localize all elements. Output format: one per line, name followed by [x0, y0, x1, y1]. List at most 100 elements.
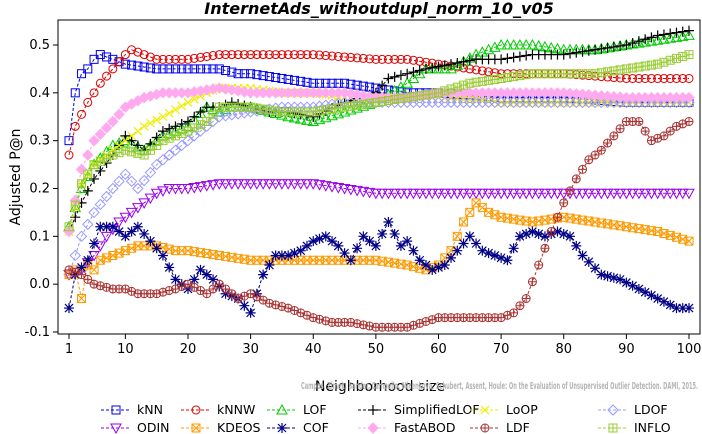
legend-label: INFLO — [634, 420, 671, 434]
point-simplifiedlof — [446, 59, 457, 70]
point-cof — [364, 236, 375, 247]
point-ldf — [603, 138, 613, 148]
legend-label: kNN — [137, 402, 163, 417]
point-cof — [327, 236, 338, 247]
point-knn — [120, 59, 130, 69]
point-odin — [251, 179, 263, 190]
series-line-ldf — [68, 121, 690, 328]
point-loop — [183, 97, 193, 107]
point-knnw — [164, 54, 174, 64]
legend-marker-knnw — [191, 405, 201, 415]
point-knnw — [621, 73, 631, 83]
series-odin — [63, 179, 695, 281]
point-knnw — [108, 64, 118, 74]
point-odin — [326, 182, 338, 193]
legend-marker-ldof — [607, 404, 619, 416]
point-ldof — [157, 154, 169, 166]
legend-item-cof: COF — [267, 420, 329, 434]
legend-marker-ldf — [480, 423, 490, 433]
point-cof — [558, 228, 569, 239]
point-fastabod — [82, 149, 94, 161]
point-knnw — [258, 50, 268, 60]
point-knnw — [302, 50, 312, 60]
point-odin — [144, 193, 157, 205]
point-knnw — [120, 50, 130, 60]
point-ldf — [83, 274, 93, 284]
point-lof — [451, 59, 464, 70]
point-ldof — [226, 109, 238, 121]
point-simplifiedlof — [427, 62, 438, 73]
point-odin — [257, 179, 269, 190]
point-knnw — [70, 121, 80, 131]
point-knnw — [133, 47, 143, 57]
point-knnw — [646, 73, 656, 83]
point-cof — [208, 274, 219, 285]
point-cof — [583, 256, 594, 267]
point-ldf — [584, 155, 594, 165]
point-loop — [158, 112, 168, 122]
point-ldf — [202, 289, 212, 299]
point-knnw — [665, 73, 675, 83]
point-ldof — [683, 96, 695, 109]
point-ldf — [221, 284, 231, 294]
point-cof — [640, 287, 651, 298]
point-cof — [276, 250, 287, 261]
point-knnw — [214, 50, 224, 60]
point-knnw — [308, 50, 318, 60]
point-knn — [70, 88, 80, 98]
point-knnw — [408, 55, 418, 65]
point-cof — [646, 290, 657, 301]
point-odin — [319, 181, 332, 192]
legend-item-kdeos: KDEOS — [181, 420, 261, 434]
point-inflo — [70, 200, 80, 210]
point-loop — [164, 108, 174, 118]
point-knnw — [678, 73, 688, 83]
legend-marker-odin — [110, 423, 122, 434]
point-ldf — [609, 131, 619, 141]
point-odin — [413, 188, 426, 200]
point-simplifiedlof — [377, 80, 388, 91]
point-ldof — [176, 139, 188, 152]
point-odin — [288, 179, 301, 190]
point-cof — [82, 255, 93, 266]
point-odin — [633, 188, 645, 200]
point-lof — [658, 33, 670, 44]
point-odin — [520, 188, 533, 200]
point-cof — [452, 245, 463, 256]
point-inflo — [208, 109, 218, 119]
point-knn — [252, 70, 262, 80]
point-cof — [95, 221, 106, 232]
point-knnw — [152, 54, 162, 64]
point-knnw — [252, 50, 262, 60]
point-knnw — [628, 73, 638, 83]
point-lof — [501, 38, 514, 50]
point-odin — [551, 188, 564, 200]
y-tick-label: 0.1 — [29, 229, 50, 244]
point-cof — [439, 260, 450, 271]
point-ldf — [515, 301, 525, 311]
point-knnw — [383, 54, 393, 64]
point-fastabod — [683, 91, 695, 104]
legend-item-ldof: LDOF — [598, 402, 668, 417]
point-knnw — [358, 53, 368, 63]
point-knn — [170, 64, 180, 74]
point-ldof — [194, 125, 207, 137]
point-knnw — [102, 71, 112, 81]
point-cof — [270, 250, 281, 261]
point-odin — [651, 188, 664, 200]
point-ldf — [540, 243, 550, 253]
point-odin — [614, 188, 626, 200]
point-lof — [288, 111, 301, 123]
legend-marker-lof — [276, 403, 288, 415]
point-kdeos — [671, 232, 681, 242]
point-simplifiedlof — [658, 29, 669, 40]
x-tick-label: 80 — [555, 342, 572, 357]
point-knn — [152, 64, 162, 74]
point-cof — [370, 240, 381, 251]
point-kdeos — [89, 265, 99, 275]
point-simplifiedlof — [602, 42, 613, 53]
point-knnw — [340, 52, 350, 62]
point-odin — [182, 184, 194, 195]
point-knn — [158, 64, 168, 74]
series-kdeos — [64, 198, 694, 304]
